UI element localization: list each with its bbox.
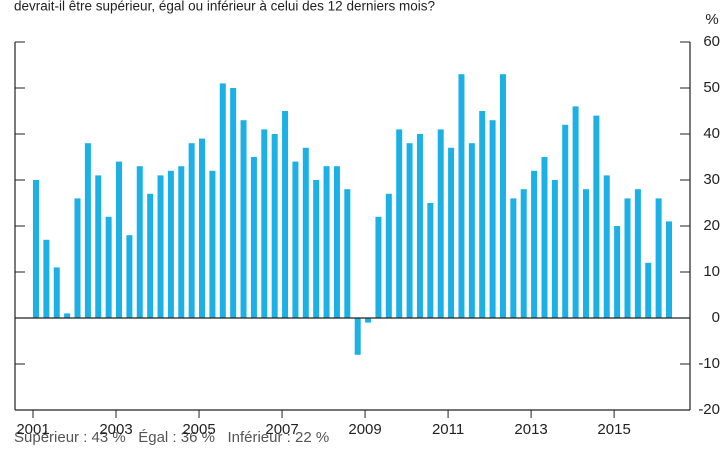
bar [157, 175, 164, 318]
bar [655, 198, 662, 318]
bar [427, 203, 434, 318]
bar [344, 189, 351, 318]
bar [250, 157, 257, 318]
bar [499, 74, 506, 318]
bar [33, 180, 39, 318]
bar [74, 198, 81, 318]
bar [510, 198, 517, 318]
bar [396, 129, 403, 318]
y-tick-label: 30 [703, 171, 720, 188]
bar [468, 143, 475, 318]
bar [167, 170, 174, 318]
y-tick-label: 40 [703, 125, 720, 142]
bar [230, 88, 237, 318]
bar [365, 318, 372, 323]
x-tick-label: 2009 [348, 421, 381, 438]
bar [136, 166, 143, 318]
bar [416, 134, 423, 318]
bar [479, 111, 486, 318]
x-tick-label: 2013 [514, 421, 547, 438]
bar [520, 189, 527, 318]
bar [645, 262, 652, 318]
bar [582, 189, 589, 318]
bar [385, 193, 392, 318]
bar [489, 120, 496, 318]
bar [333, 166, 340, 318]
bar [53, 267, 60, 318]
bar [354, 318, 361, 355]
bar [126, 235, 133, 318]
x-tick-label: 2005 [182, 421, 215, 438]
bar [292, 161, 299, 318]
bar [562, 124, 569, 318]
bar [593, 115, 600, 318]
bar [458, 74, 465, 318]
x-tick-label: 2015 [597, 421, 630, 438]
bar [437, 129, 444, 318]
bar [666, 221, 672, 318]
bar [634, 189, 641, 318]
bar [116, 161, 123, 318]
y-unit: % [705, 11, 718, 28]
bar [531, 170, 538, 318]
bar [43, 239, 50, 318]
bar [188, 143, 195, 318]
bar [178, 166, 185, 318]
bar [147, 193, 154, 318]
bar [282, 111, 289, 318]
y-tick-label: 60 [703, 33, 720, 50]
bar [375, 216, 382, 318]
y-tick-label: 20 [703, 217, 720, 234]
chart-title: devrait-il être supérieur, égal ou infér… [14, 0, 435, 14]
bar [209, 170, 216, 318]
bar [551, 180, 558, 318]
y-tick-label: 10 [703, 263, 720, 280]
bar [105, 216, 112, 318]
bar [219, 83, 226, 319]
bar [572, 106, 579, 319]
bar [302, 147, 309, 318]
x-tick-label: 2011 [432, 421, 464, 438]
x-tick-label: 2003 [99, 421, 132, 438]
bar [313, 180, 320, 318]
y-tick-label: 0 [712, 309, 720, 326]
y-tick-label: -10 [698, 355, 720, 372]
y-tick-label: -20 [698, 401, 720, 418]
y-tick-label: 50 [703, 79, 720, 96]
bar [271, 134, 278, 318]
note: Supérieur : 43 % Égal : 36 % Inférieur :… [14, 429, 329, 446]
bar [614, 226, 621, 318]
bar [603, 175, 610, 318]
bar [261, 129, 268, 318]
bar [406, 143, 413, 318]
bar [95, 175, 102, 318]
bar [448, 147, 455, 318]
bar [240, 120, 247, 318]
bar [624, 198, 631, 318]
bar [199, 138, 206, 318]
bar [541, 157, 548, 318]
bar [64, 313, 71, 318]
bar [323, 166, 330, 318]
x-tick-label: 2001 [16, 421, 49, 438]
x-tick-label: 2007 [265, 421, 298, 438]
bar [84, 143, 91, 318]
